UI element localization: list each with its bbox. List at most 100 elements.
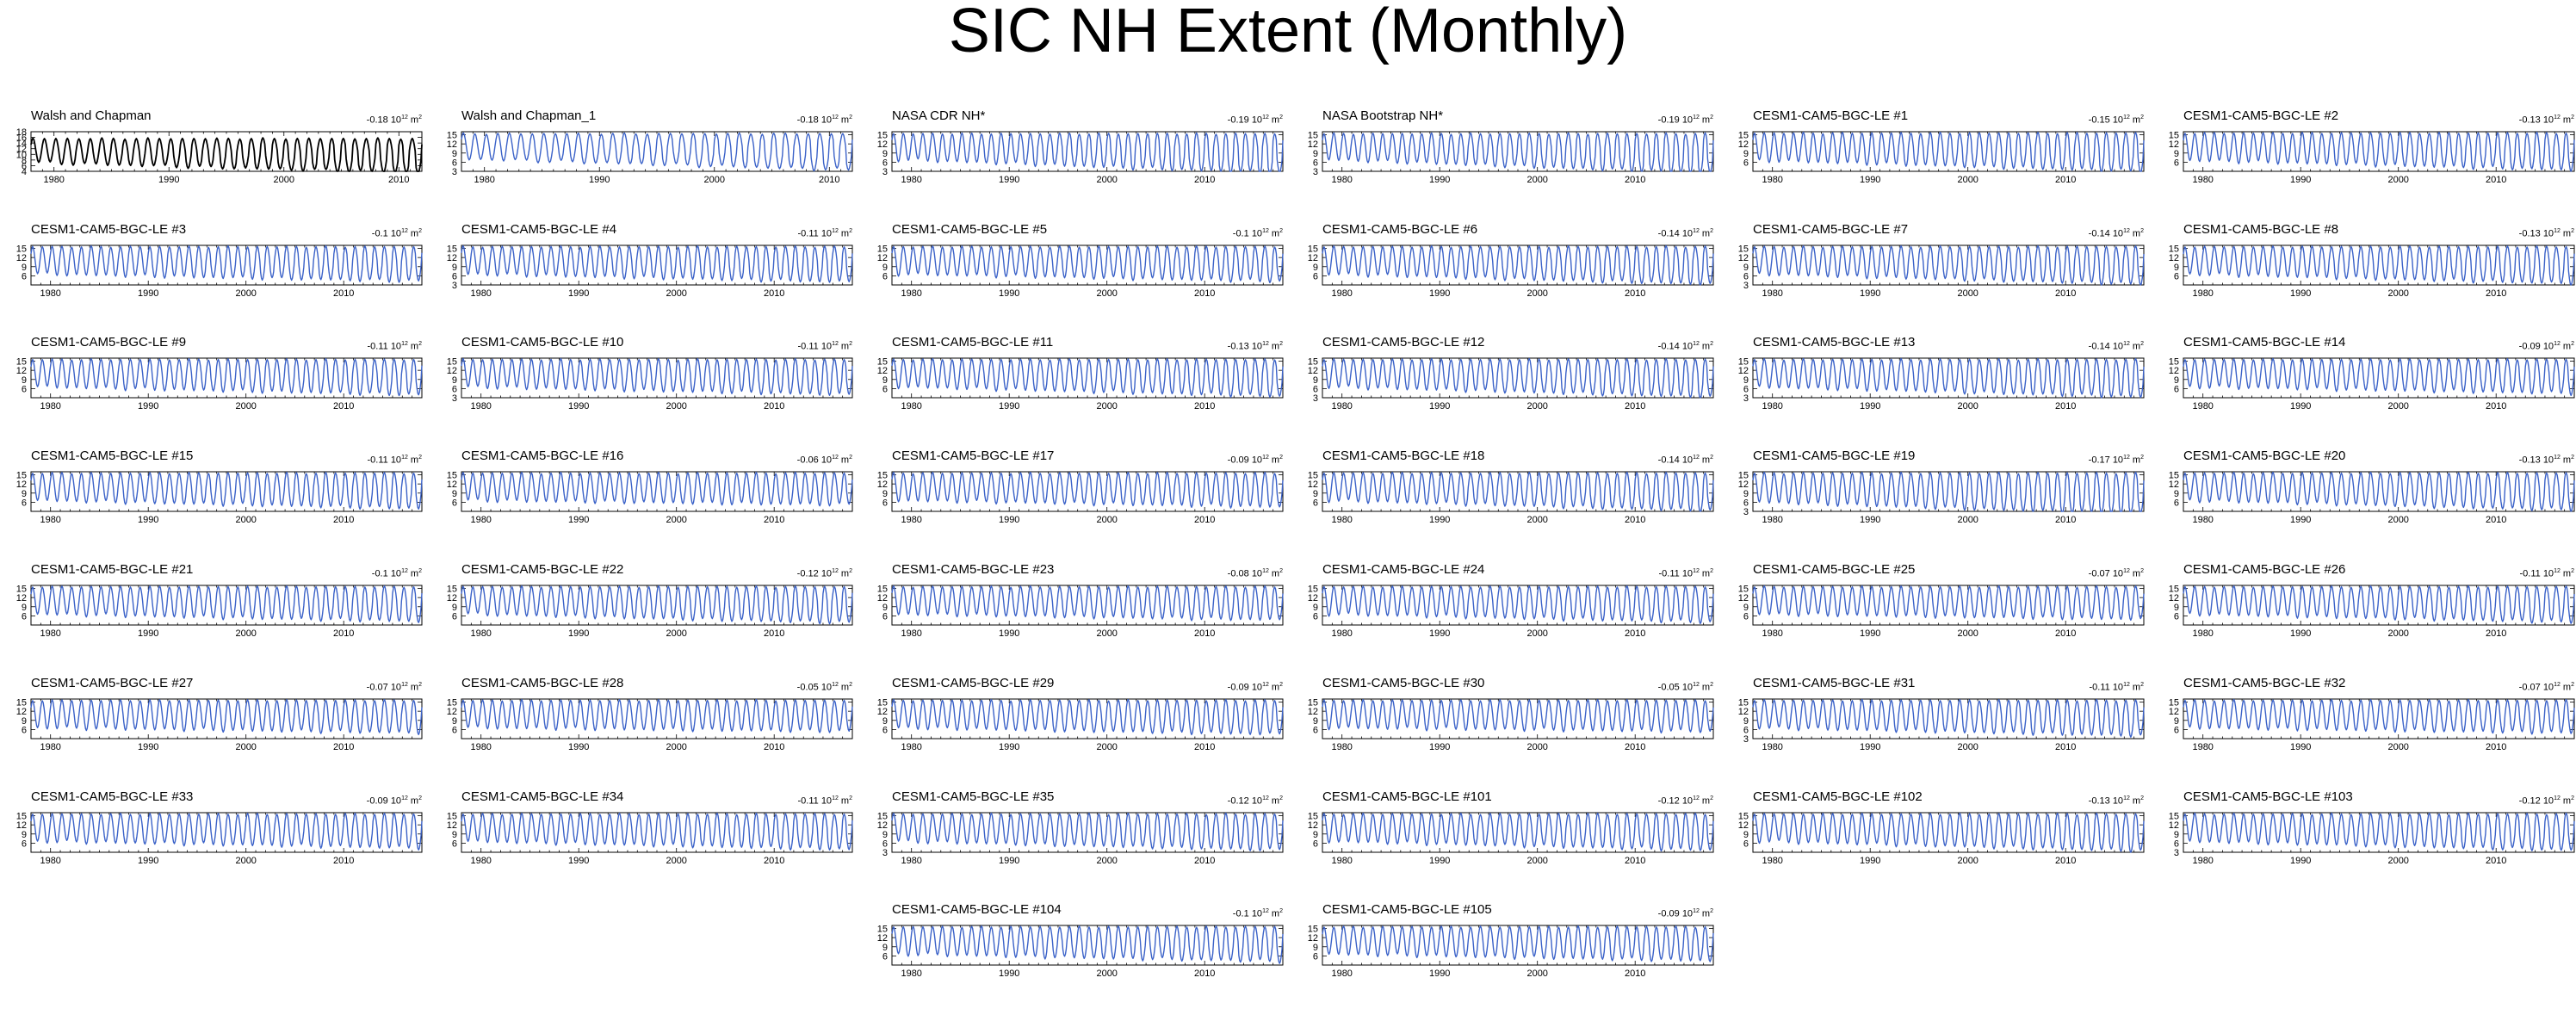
trend-unit-exponent: 12 [1262, 795, 1269, 801]
trend-unit-suffix: m [410, 341, 419, 352]
y-tick-label: 9 [2174, 603, 2179, 613]
trend-value: -0.05 [796, 682, 819, 693]
x-tick-label: 1980 [40, 288, 60, 299]
x-tick-label: 1990 [2290, 175, 2311, 185]
x-tick-label: 1980 [1331, 288, 1352, 299]
y-tick-label: 12 [16, 480, 27, 490]
y-tick-label: 15 [1308, 812, 1318, 822]
x-tick-label: 1990 [2290, 628, 2311, 639]
y-tick-label: 15 [877, 925, 888, 935]
chart-panel: CESM1-CAM5-BGC-LE #7 -0.14 1012 m2 1980 199… [1722, 223, 2152, 318]
trend-value: -0.17 [2088, 455, 2110, 466]
trend-label: -0.18 1012 m2 [367, 113, 422, 126]
trend-unit-base: 10 [2542, 114, 2554, 126]
trend-unit-exponent: 12 [1262, 114, 1269, 121]
trend-unit-exponent: 12 [832, 455, 839, 461]
panel-title: CESM1-CAM5-BGC-LE #26 [2183, 562, 2346, 577]
x-tick-label: 1990 [138, 288, 158, 299]
panel-title: CESM1-CAM5-BGC-LE #35 [892, 789, 1055, 804]
y-tick-label: 15 [1738, 585, 1749, 595]
trend-label: -0.14 1012 m2 [1658, 226, 1713, 239]
trend-unit-base: 10 [1251, 114, 1263, 126]
x-tick-label: 2010 [2055, 401, 2076, 411]
model-series-line [1322, 357, 1714, 399]
chart-panel: CESM1-CAM5-BGC-LE #10 -0.11 1012 m2 1980 19… [430, 336, 861, 430]
trend-unit-base: 10 [1251, 682, 1263, 693]
y-tick-label: 6 [1313, 498, 1318, 508]
trend-label: -0.12 1012 m2 [1228, 794, 1283, 807]
trend-unit-base: 10 [390, 228, 402, 239]
trend-unit-suffix: m [1701, 795, 1711, 807]
x-tick-label: 2000 [1096, 288, 1117, 299]
panel-title: CESM1-CAM5-BGC-LE #23 [892, 562, 1055, 577]
x-tick-label: 2010 [333, 856, 354, 866]
chart-panel: CESM1-CAM5-BGC-LE #12 -0.14 1012 m2 1980 19… [1291, 336, 1722, 430]
panel-title: CESM1-CAM5-BGC-LE #2 [2183, 108, 2339, 123]
x-tick-label: 1980 [1331, 856, 1352, 866]
x-tick-label: 1980 [1331, 515, 1352, 525]
x-tick-label: 2000 [1957, 288, 1978, 299]
x-tick-label: 1990 [999, 856, 1019, 866]
trend-unit-suffix-exponent: 2 [849, 114, 852, 121]
trend-unit-base: 10 [390, 455, 402, 466]
model-series-line [1322, 699, 1714, 734]
y-tick-label: 3 [1743, 393, 1749, 404]
y-tick-label: 6 [882, 611, 888, 622]
x-tick-label: 1980 [474, 175, 494, 185]
y-tick-label: 3 [1743, 507, 1749, 517]
trend-unit-suffix-exponent: 2 [2571, 228, 2574, 234]
chart-panel: CESM1-CAM5-BGC-LE #28 -0.05 1012 m2 1980 19… [430, 677, 861, 771]
y-tick-label: 15 [877, 357, 888, 368]
x-tick-label: 2000 [2387, 401, 2408, 411]
y-tick-label: 6 [1743, 498, 1749, 508]
trend-label: -0.08 1012 m2 [1228, 566, 1283, 579]
trend-unit-suffix-exponent: 2 [2571, 341, 2574, 347]
y-tick-label: 18 [16, 127, 27, 138]
trend-value: -0.1 [1232, 228, 1249, 239]
y-tick-label: 12 [16, 253, 27, 263]
model-series-line [2183, 471, 2575, 512]
y-tick-label: 6 [2174, 498, 2179, 508]
trend-value: -0.13 [1227, 341, 1249, 352]
x-tick-label: 2010 [2486, 288, 2506, 299]
y-tick-label: 15 [2169, 812, 2179, 822]
chart-panel: CESM1-CAM5-BGC-LE #25 -0.07 1012 m2 1980 19… [1722, 563, 2152, 658]
trend-unit-base: 10 [2542, 795, 2554, 807]
trend-unit-suffix-exponent: 2 [2571, 682, 2574, 688]
y-tick-label: 12 [447, 366, 457, 376]
model-series-line [30, 357, 423, 397]
trend-value: -0.11 [2089, 682, 2110, 693]
y-tick-label: 9 [1313, 489, 1318, 499]
y-tick-label: 12 [877, 707, 888, 717]
trend-label: -0.05 1012 m2 [797, 680, 852, 693]
trend-unit-suffix: m [840, 682, 850, 693]
y-tick-label: 3 [1313, 393, 1318, 404]
trend-label: -0.1 1012 m2 [1233, 907, 1283, 919]
y-tick-label: 12 [2169, 253, 2179, 263]
chart-panel: CESM1-CAM5-BGC-LE #17 -0.09 1012 m2 1980 19… [861, 449, 1291, 544]
panel-title: CESM1-CAM5-BGC-LE #27 [31, 676, 194, 690]
x-tick-label: 1990 [138, 515, 158, 525]
y-tick-label: 6 [452, 611, 457, 622]
y-tick-label: 12 [447, 820, 457, 831]
x-tick-label: 1990 [568, 628, 589, 639]
chart-panel: CESM1-CAM5-BGC-LE #33 -0.09 1012 m2 1980 19… [0, 790, 430, 885]
trend-value: -0.09 [2518, 341, 2541, 352]
trend-unit-base: 10 [2112, 682, 2124, 693]
chart-panel: CESM1-CAM5-BGC-LE #11 -0.13 1012 m2 1980 19… [861, 336, 1291, 430]
y-tick-label: 15 [1308, 925, 1318, 935]
x-tick-label: 1980 [470, 856, 491, 866]
x-tick-label: 2010 [333, 628, 354, 639]
x-tick-label: 1990 [568, 856, 589, 866]
trend-unit-suffix: m [2562, 341, 2572, 352]
y-tick-label: 12 [16, 145, 27, 155]
trend-unit-suffix: m [2132, 341, 2141, 352]
trend-unit-suffix: m [410, 114, 419, 126]
trend-value: -0.07 [2518, 682, 2541, 693]
